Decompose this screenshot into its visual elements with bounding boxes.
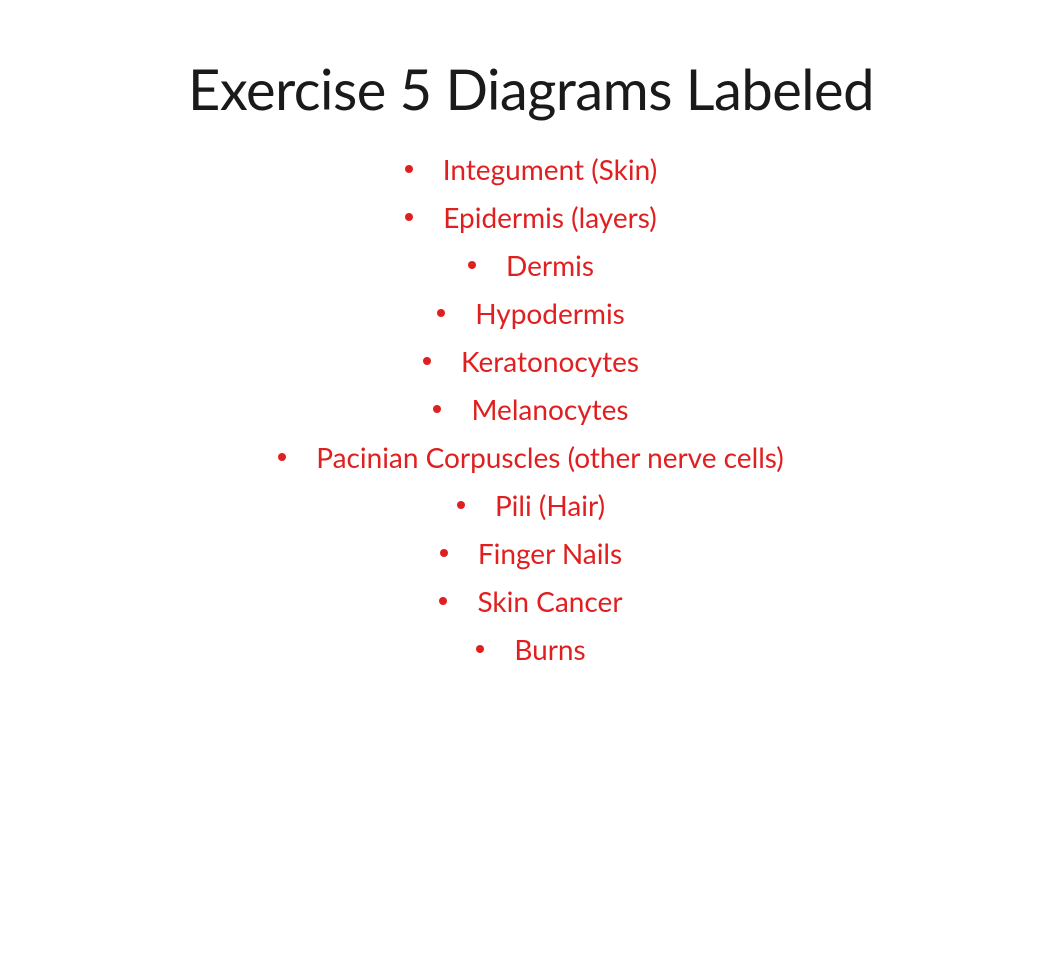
bullet-icon xyxy=(468,261,476,269)
list-item[interactable]: Epidermis (layers) xyxy=(405,200,656,234)
list-item[interactable]: Dermis xyxy=(468,248,594,282)
list-item[interactable]: Finger Nails xyxy=(440,536,622,570)
list-item[interactable]: Integument (Skin) xyxy=(405,152,657,186)
bullet-icon xyxy=(433,405,441,413)
list-item-label: Keratonocytes xyxy=(461,344,639,378)
bullet-icon xyxy=(423,357,431,365)
list-item[interactable]: Burns xyxy=(476,632,585,666)
list-item[interactable]: Melanocytes xyxy=(433,392,628,426)
list-item-label: Burns xyxy=(514,632,585,666)
bullet-icon xyxy=(440,549,448,557)
list-item[interactable]: Skin Cancer xyxy=(439,584,622,618)
list-item[interactable]: Pacinian Corpuscles (other nerve cells) xyxy=(278,440,784,474)
topic-list: Integument (Skin) Epidermis (layers) Der… xyxy=(0,152,1062,666)
page-title: Exercise 5 Diagrams Labeled xyxy=(0,55,1062,122)
bullet-icon xyxy=(437,309,445,317)
list-item-label: Integument (Skin) xyxy=(443,152,657,186)
list-item-label: Pili (Hair) xyxy=(495,488,605,522)
list-item[interactable]: Keratonocytes xyxy=(423,344,639,378)
list-item-label: Dermis xyxy=(506,248,594,282)
list-item-label: Hypodermis xyxy=(475,296,625,330)
list-item[interactable]: Hypodermis xyxy=(437,296,625,330)
list-item[interactable]: Pili (Hair) xyxy=(457,488,605,522)
list-item-label: Pacinian Corpuscles (other nerve cells) xyxy=(316,440,784,474)
bullet-icon xyxy=(476,645,484,653)
bullet-icon xyxy=(439,597,447,605)
bullet-icon xyxy=(278,453,286,461)
bullet-icon xyxy=(457,501,465,509)
list-item-label: Epidermis (layers) xyxy=(443,200,656,234)
list-item-label: Melanocytes xyxy=(471,392,628,426)
bullet-icon xyxy=(405,165,413,173)
list-item-label: Skin Cancer xyxy=(477,584,622,618)
list-item-label: Finger Nails xyxy=(478,536,622,570)
bullet-icon xyxy=(405,213,413,221)
